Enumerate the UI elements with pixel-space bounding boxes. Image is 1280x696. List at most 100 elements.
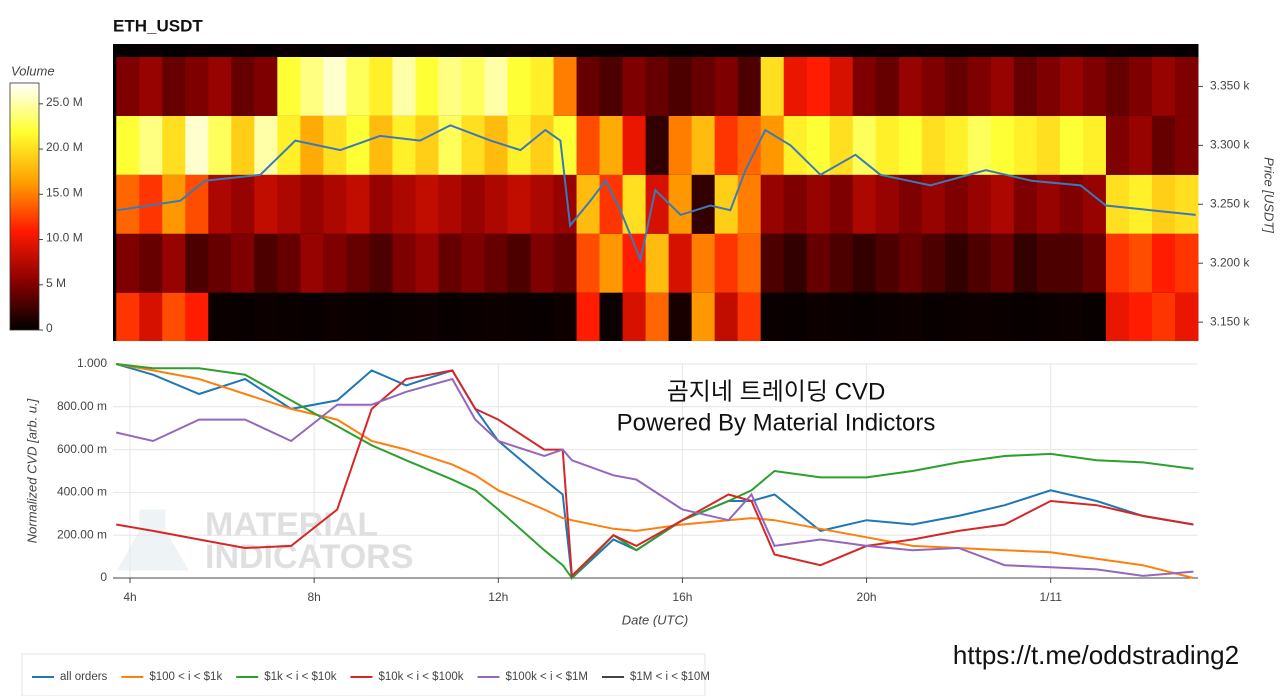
heatmap-cell: [668, 56, 693, 116]
heatmap-cell: [714, 56, 739, 116]
heatmap-cell: [691, 174, 716, 234]
heatmap-cell: [530, 115, 555, 175]
heatmap-cell: [1151, 56, 1176, 116]
y-tick-label: 0: [100, 570, 107, 584]
heatmap-cell: [1174, 44, 1199, 57]
heatmap-cell: [1059, 233, 1084, 293]
heatmap-cell: [185, 44, 209, 57]
heatmap-cell: [898, 174, 923, 234]
heatmap-cell: [622, 292, 647, 341]
heatmap-cell: [576, 292, 601, 341]
y-tick-label: 3.150 k: [1210, 314, 1250, 328]
heatmap-cell: [967, 56, 992, 116]
heatmap-cell: [599, 174, 624, 234]
heatmap-cell: [829, 174, 854, 234]
series-line: [116, 369, 1194, 579]
heatmap-cell: [300, 233, 324, 293]
heatmap-cell: [231, 44, 255, 57]
link: https://t.me/oddstrading2: [953, 640, 1239, 670]
colorbar-tick-label: 5 M: [46, 276, 66, 290]
colorbar: [9, 82, 40, 331]
y-tick-label: 200.00 m: [57, 527, 107, 541]
heatmap-cell: [461, 115, 485, 175]
heatmap-cell: [599, 115, 624, 175]
heatmap-cell: [760, 233, 785, 293]
heatmap-cell: [116, 174, 140, 234]
heatmap-cell: [1128, 56, 1153, 116]
heatmap-cell: [783, 174, 808, 234]
heatmap-cell: [254, 292, 278, 341]
heatmap-cell: [346, 115, 370, 175]
heatmap-cell: [1151, 233, 1176, 293]
legend-label: $1M < i < $10M: [630, 671, 710, 683]
heatmap-cell: [438, 44, 462, 57]
colorbar-title: Volume: [11, 63, 55, 78]
heatmap-cell: [737, 174, 762, 234]
heatmap-cell: [944, 44, 969, 57]
heatmap-cell: [829, 233, 854, 293]
heatmap-cell: [1174, 292, 1199, 341]
heatmap-cell: [1059, 44, 1084, 57]
heatmap-cell: [185, 174, 209, 234]
colorbar-tick-label: 15.0 M: [46, 185, 83, 199]
heatmap-cell: [277, 292, 301, 341]
heatmap-cell: [921, 56, 946, 116]
heatmap-cell: [622, 233, 647, 293]
heatmap-cell: [1128, 292, 1153, 341]
series-line: [115, 377, 1194, 577]
heatmap-cell: [323, 233, 347, 293]
heatmap-cell: [254, 115, 278, 175]
heatmap-cell: [530, 292, 555, 341]
heatmap-cell: [208, 174, 232, 234]
heatmap-cell: [231, 233, 255, 293]
heatmap-cell: [461, 292, 485, 341]
heatmap-cell: [1174, 174, 1199, 234]
heatmap-cell: [1128, 233, 1153, 293]
heatmap-cell: [852, 292, 877, 341]
heatmap-cell: [806, 292, 831, 341]
y-tick-label: 3.300 k: [1210, 138, 1250, 152]
heatmap-cell: [507, 56, 532, 116]
heatmap-cell: [576, 115, 601, 175]
heatmap-cell: [645, 233, 670, 293]
heatmap-cell: [300, 174, 324, 234]
heatmap-cell: [990, 233, 1015, 293]
heatmap-cell: [1151, 292, 1176, 341]
heatmap-cell: [438, 56, 462, 116]
heatmap-cell: [622, 174, 647, 234]
heatmap-cell: [392, 174, 416, 234]
heatmap-cell: [898, 115, 923, 175]
heatmap-cell: [323, 115, 347, 175]
heatmap-cell: [369, 56, 393, 116]
heatmap-cell: [1105, 292, 1130, 341]
heatmap-cell: [530, 44, 555, 57]
heatmap-cell: [783, 56, 808, 116]
heatmap-cell: [415, 44, 439, 57]
heatmap-cell: [300, 44, 324, 57]
price-line: [116, 124, 1196, 264]
legend: all orders $100 < i < $1k $1k < i < $10k $1…: [21, 653, 710, 696]
heatmap-cell: [1151, 44, 1176, 57]
heatmap-cell: [829, 56, 854, 116]
heatmap-cell: [760, 56, 785, 116]
y-axis-title: Normalized CVD [arb. u.]: [24, 398, 39, 543]
heatmap-cell: [1013, 115, 1038, 175]
heatmap-cell: [1174, 115, 1199, 175]
series-line: [115, 363, 1194, 581]
heatmap-cell: [438, 233, 462, 293]
heatmap-cell: [300, 292, 324, 341]
heatmap-cell: [1105, 56, 1130, 116]
heatmap-cell: [1151, 115, 1176, 175]
heatmap-cell: [369, 174, 393, 234]
heatmap-cell: [254, 44, 278, 57]
heatmap-cell: [1013, 292, 1038, 341]
heatmap-cell: [116, 44, 140, 57]
legend-box: [21, 653, 706, 696]
colorbar-tick-label: 25.0 M: [46, 95, 83, 109]
heatmap-cell: [714, 115, 739, 175]
heatmap-cell: [553, 233, 578, 293]
heatmap-cell: [277, 174, 301, 234]
heatmap-cell: [1128, 174, 1153, 234]
heatmap-cell: [185, 233, 209, 293]
